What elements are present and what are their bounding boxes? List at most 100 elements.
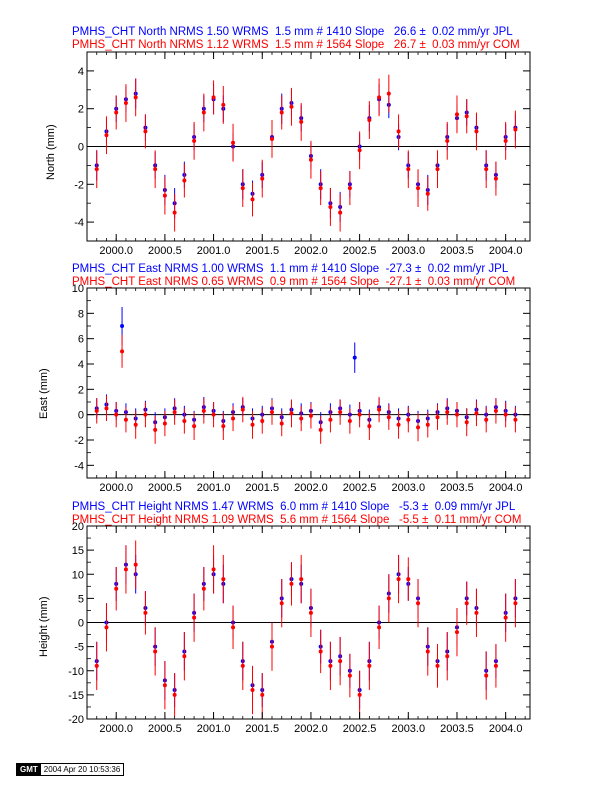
east-data-point	[114, 412, 119, 417]
height-data-point	[454, 630, 459, 635]
height-data-point	[484, 673, 489, 678]
north-data-point	[357, 148, 362, 153]
east-series-com	[94, 334, 518, 444]
east-x-tick-label: 2001.0	[197, 482, 231, 494]
north-x-tick-label: 2004.0	[489, 245, 523, 257]
height-y-tick-label: 15	[72, 545, 84, 557]
height-data-point	[367, 663, 372, 668]
east-data-point	[211, 412, 216, 417]
height-y-tick-label: 0	[78, 618, 84, 630]
north-x-tick-label: 2000.0	[99, 245, 133, 257]
east-y-tick-label: -2	[74, 435, 84, 447]
north-data-point	[192, 138, 197, 143]
east-x-tick-label: 2000.5	[148, 482, 182, 494]
north-data-point	[182, 178, 187, 183]
north-data-point	[416, 186, 421, 191]
height-data-point	[104, 625, 109, 630]
east-data-point	[143, 412, 148, 417]
east-data-point	[416, 425, 421, 430]
east-data-point	[464, 420, 469, 425]
height-data-point	[318, 649, 323, 654]
north-data-point	[250, 197, 255, 202]
height-data-point	[357, 692, 362, 697]
north-data-point	[377, 95, 382, 100]
height-series-jpl	[94, 545, 518, 710]
east-y-tick-label: 8	[78, 308, 84, 320]
north-x-tick-label: 2001.0	[197, 245, 231, 257]
east-y-tick-label: -4	[74, 460, 84, 472]
east-data-point	[357, 412, 362, 417]
north-y-tick-label: -4	[74, 217, 84, 229]
height-y-tick-label: 10	[72, 569, 84, 581]
east-data-point	[308, 413, 313, 418]
north-data-point	[396, 129, 401, 134]
east-data-point	[104, 406, 109, 411]
east-data-point	[474, 411, 479, 416]
height-data-point	[192, 615, 197, 620]
north-header-com: PMHS_CHT North NRMS 1.12 WRMS 1.5 mm # 1…	[72, 39, 520, 51]
height-ylabel: Height (mm)	[38, 596, 50, 657]
height-data-point	[182, 654, 187, 659]
east-data-point	[445, 410, 450, 415]
height-data-point	[172, 692, 177, 697]
east-data-point	[250, 422, 255, 427]
east-panel: 2000.0 2000.5 2001.0 2001.5 2002.0 2002.5 2003…	[72, 283, 531, 494]
height-y-tick-label: -10	[68, 666, 84, 678]
east-data-point	[396, 422, 401, 427]
gmt-timestamp-stamp: GMT 2004 Apr 20 10:53:36	[16, 763, 125, 776]
gmt-date: 2004 Apr 20 10:53:36	[40, 764, 124, 775]
height-data-point	[445, 654, 450, 659]
north-data-point	[386, 91, 391, 96]
north-data-point	[464, 114, 469, 119]
north-series-com	[94, 74, 518, 232]
north-data-point	[425, 191, 430, 196]
east-data-point	[435, 415, 440, 420]
height-data-point	[406, 577, 411, 582]
north-y-tick-label: 0	[78, 142, 84, 154]
north-data-point	[94, 167, 99, 172]
east-data-point	[347, 419, 352, 423]
north-data-point	[172, 210, 177, 215]
height-data-point	[328, 663, 333, 668]
height-data-point	[260, 692, 265, 697]
east-data-point	[123, 417, 128, 422]
east-data-point	[352, 355, 357, 360]
height-panel: 2000.0 2000.5 2001.0 2001.5 2002.0 2002.5 2003…	[68, 521, 531, 735]
east-y-tick-label: 0	[78, 410, 84, 422]
north-panel: 2000.0 2000.5 2001.0 2001.5 2002.0 2002.5 2003…	[74, 51, 531, 257]
height-data-point	[347, 673, 352, 678]
north-x-tick-label: 2003.5	[440, 245, 474, 257]
north-header-jpl: PMHS_CHT North NRMS 1.50 WRMS 1.5 mm # 1…	[72, 26, 513, 38]
east-y-tick-label: 6	[78, 334, 84, 346]
height-x-tick-label: 2000.0	[99, 723, 133, 735]
north-data-point	[493, 176, 498, 181]
height-data-point	[416, 601, 421, 606]
height-data-point	[114, 586, 119, 591]
east-data-point	[454, 412, 459, 417]
east-x-tick-label: 2001.5	[245, 482, 279, 494]
height-y-tick-label: 5	[78, 593, 84, 605]
east-data-point	[231, 416, 236, 421]
north-data-point	[133, 95, 138, 100]
north-ylabel: North (mm)	[45, 124, 57, 180]
height-data-point	[211, 567, 216, 572]
east-y-tick-label: 10	[72, 283, 84, 295]
north-data-point	[338, 210, 343, 215]
north-data-point	[269, 136, 274, 141]
east-data-point	[192, 424, 197, 429]
height-data-point	[289, 581, 294, 586]
north-data-point	[454, 112, 459, 117]
north-data-point	[406, 167, 411, 172]
east-data-point	[386, 415, 391, 420]
height-header-com: PMHS_CHT Height NRMS 1.09 WRMS 5.6 mm # …	[72, 514, 522, 526]
north-data-point	[211, 95, 216, 100]
east-data-point	[153, 427, 158, 432]
north-data-point	[513, 127, 518, 132]
east-ylabel: East (mm)	[38, 368, 50, 419]
east-x-tick-label: 2003.0	[391, 482, 425, 494]
east-data-point	[162, 421, 167, 426]
east-data-point	[279, 421, 284, 426]
height-data-point	[464, 601, 469, 606]
height-y-tick-label: -15	[68, 690, 84, 702]
